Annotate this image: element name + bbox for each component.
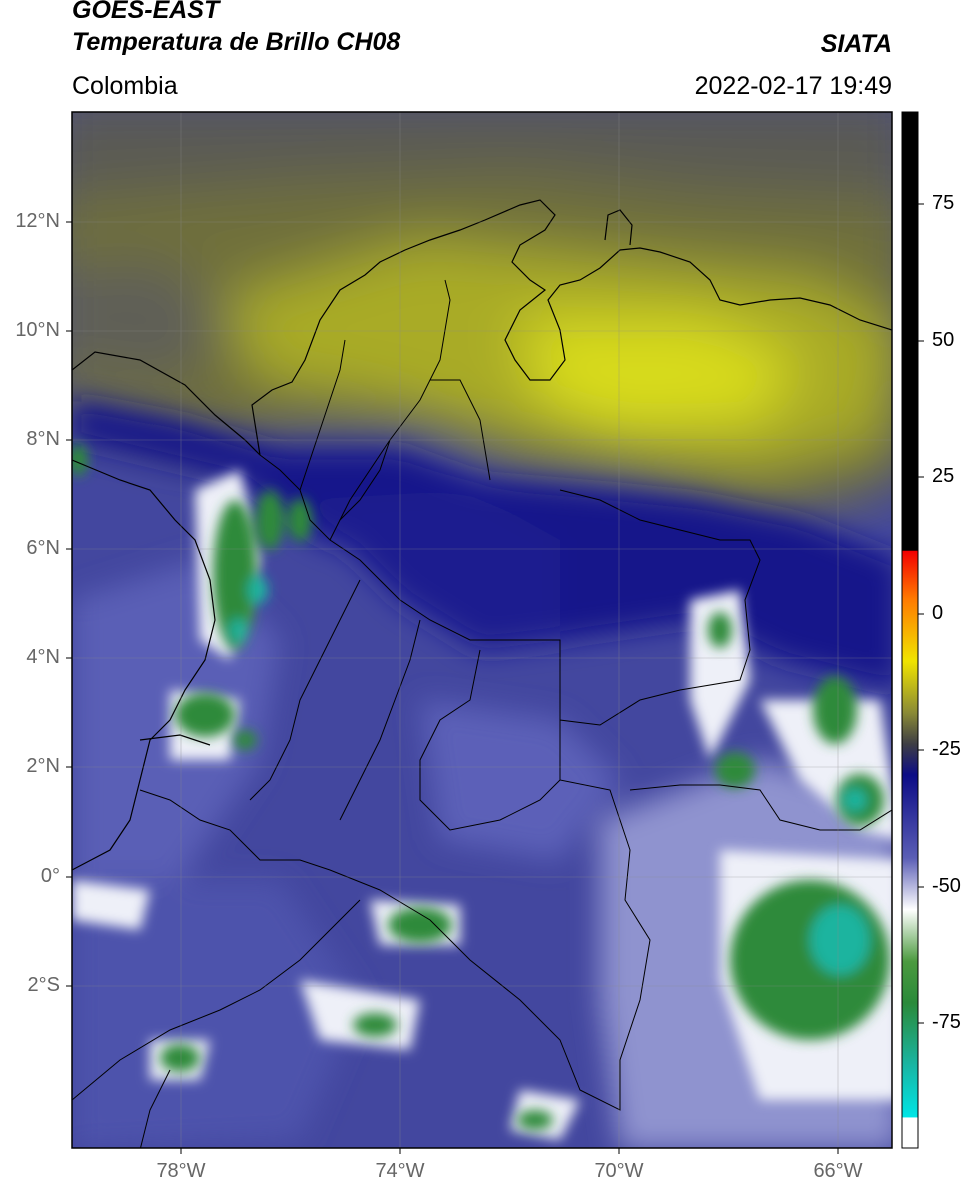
title-line-1: GOES-EAST	[72, 0, 220, 24]
datetime-label: 2022-02-17 19:49	[694, 72, 892, 100]
lat-label: 10°N	[15, 319, 60, 341]
map-frame	[71, 111, 893, 1149]
lon-label: 70°W	[594, 1160, 644, 1182]
title-line-2: Temperatura de Brillo CH08	[72, 28, 401, 56]
lat-label: 0°	[40, 865, 60, 887]
lon-label: 74°W	[375, 1160, 425, 1182]
colorbar-label: 50	[932, 329, 955, 351]
lat-label: 8°N	[26, 428, 60, 450]
gridlines	[72, 112, 892, 1148]
colorbar-label: 25	[932, 465, 955, 487]
lon-label: 78°W	[156, 1160, 206, 1182]
lat-label: 4°N	[26, 646, 60, 668]
map-ticks	[66, 221, 839, 1154]
admin-borders	[72, 279, 892, 1148]
colorbar-label: -25	[932, 738, 961, 760]
lat-label: 12°N	[15, 210, 60, 232]
lon-label: 66°W	[813, 1160, 863, 1182]
colorbar-label: 0	[932, 602, 944, 624]
agency-label: SIATA	[820, 30, 892, 58]
lat-label: 6°N	[26, 537, 60, 559]
region-label: Colombia	[72, 72, 178, 100]
coastlines	[72, 199, 892, 871]
colorbar-label: -50	[932, 875, 961, 897]
colorbar	[901, 111, 919, 1149]
imagery-layer	[72, 112, 892, 1148]
lat-label: 2°S	[27, 974, 60, 996]
colorbar-label: 75	[932, 192, 955, 214]
lat-label: 2°N	[26, 755, 60, 777]
colorbar-ticks	[918, 203, 924, 1024]
colorbar-label: -75	[932, 1011, 961, 1033]
